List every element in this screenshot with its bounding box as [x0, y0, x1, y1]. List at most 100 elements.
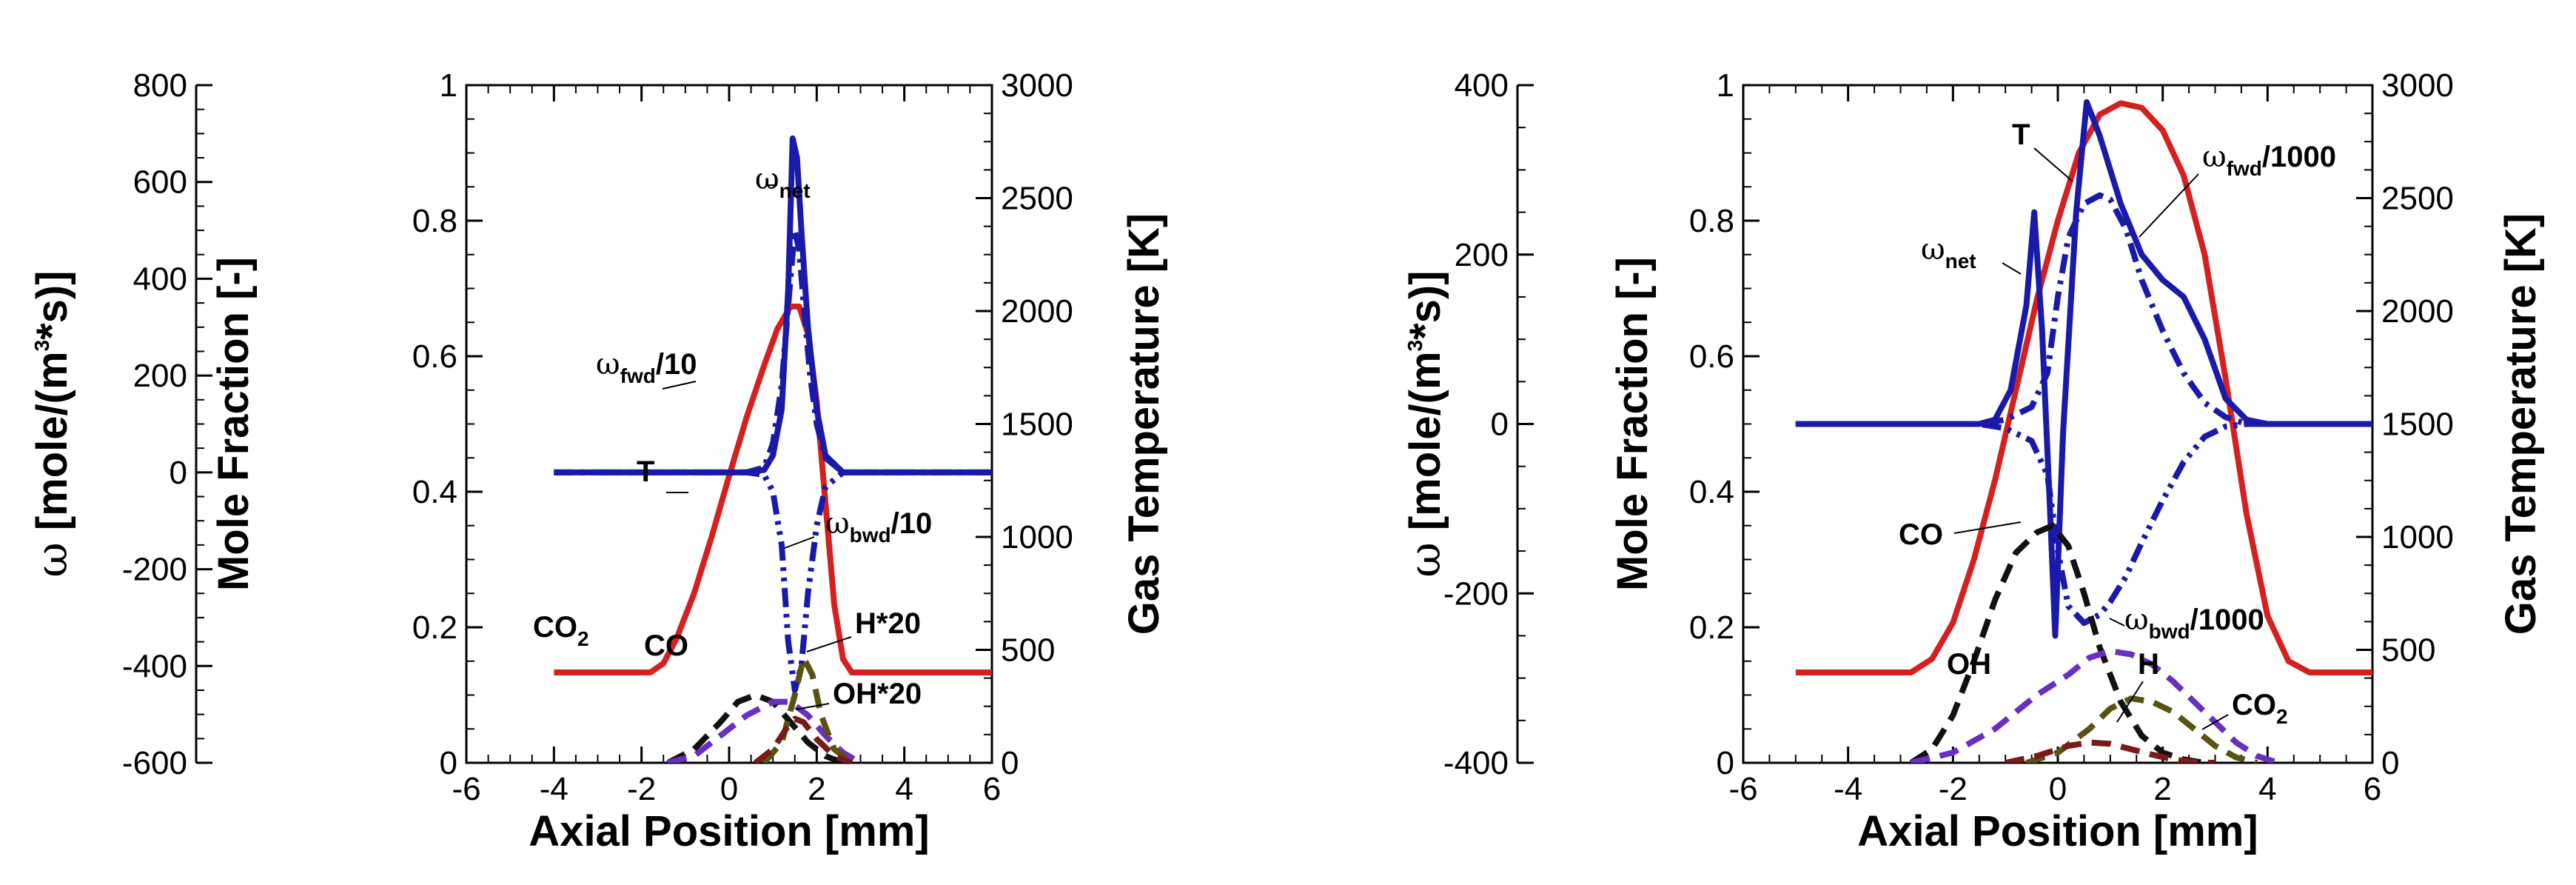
- omega-axis-tick-label: 0: [170, 455, 187, 491]
- temperature-axis-tick-label: 0: [1001, 745, 1019, 781]
- omega-axis-label: ω [mole/(m3*s)]: [27, 270, 77, 577]
- mole-fraction-axis-tick-label: 0: [1717, 745, 1734, 781]
- temperature-axis-tick-label: 500: [2381, 632, 2435, 669]
- series-CO: [667, 698, 862, 763]
- annotation-omega-net: ωnet: [755, 162, 811, 202]
- series-H: [762, 655, 854, 763]
- omega-axis-tick-label: 0: [1491, 407, 1509, 443]
- annotation-leader: [2033, 147, 2073, 182]
- series-T: [1795, 100, 2372, 675]
- annotation-H: H: [2138, 648, 2159, 681]
- annotation-leader: [2002, 262, 2022, 275]
- x-axis-label: Axial Position [mm]: [1857, 807, 2258, 855]
- mole-fraction-axis-tick-label: 0.6: [412, 338, 457, 375]
- annotation-CO2: CO2: [2232, 689, 2288, 728]
- series-H: [2025, 695, 2258, 763]
- x-tick-label: -6: [1728, 771, 1757, 807]
- mole-fraction-axis-tick-label: 1: [1717, 67, 1734, 104]
- x-tick-label: 2: [2153, 771, 2171, 807]
- temperature-axis-tick-label: 3000: [1001, 67, 1073, 104]
- annotation-leader: [795, 703, 830, 710]
- omega-axis-tick-label: -200: [1443, 575, 1509, 612]
- chart-panel-1: -6 -4 -2 0 2 4 6 Axial Position [mm] -600 -400 -20…: [27, 67, 1168, 855]
- series-omega-bwd: [1795, 421, 2372, 627]
- annotation-leader: [1953, 521, 2022, 534]
- mole-fraction-axis-tick-label: 0: [440, 745, 457, 781]
- annotation-leader: [784, 536, 815, 549]
- temperature-axis-tick-label: 1000: [2381, 519, 2454, 555]
- temperature-axis-tick-label: 2500: [1001, 181, 1073, 217]
- mole-fraction-axis-tick-label: 0.6: [1689, 338, 1734, 375]
- omega-axis-tick-label: 200: [133, 358, 187, 394]
- annotation-leader: [806, 636, 852, 652]
- annotation-omega-bwd: ωbwd/10: [825, 507, 932, 547]
- mole-fraction-axis-tick-label: 0.8: [1689, 203, 1734, 239]
- series-omega-bwd: [554, 469, 992, 693]
- annotation-leader: [2109, 618, 2125, 627]
- mole-fraction-axis-tick-label: 0.4: [412, 474, 457, 510]
- annotation-leader: [2201, 714, 2229, 730]
- series-T: [554, 303, 992, 675]
- series-group: [554, 135, 992, 763]
- chart-panel-2: -6 -4 -2 0 2 4 6 Axial Position [mm] -400 -200 0 20…: [1400, 67, 2545, 855]
- annotation-omega-fwd: ωfwd/10: [596, 347, 697, 387]
- omega-axis-tick-label: -400: [1443, 745, 1509, 781]
- omega-axis-tick-label: -600: [122, 745, 187, 781]
- mole-fraction-axis-label: Mole Fraction [-]: [1609, 257, 1657, 591]
- x-tick-label: 0: [720, 771, 738, 807]
- x-tick-label: 6: [2364, 771, 2381, 807]
- annotation-omega-bwd: ωbwd/1000: [2124, 603, 2264, 643]
- series-omega-net: [1795, 98, 2372, 639]
- temperature-axis-tick-label: 1000: [1001, 519, 1073, 555]
- annotation-leader: [2139, 173, 2199, 238]
- mole-fraction-axis-tick-label: 0.2: [412, 610, 457, 646]
- x-tick-label: 4: [2258, 771, 2276, 807]
- temperature-axis-tick-label: 2000: [2381, 293, 2454, 330]
- omega-axis-tick-label: -400: [122, 648, 187, 684]
- temperature-axis-label: Gas Temperature [K]: [1120, 213, 1168, 635]
- x-tick-label: -2: [1939, 771, 1968, 807]
- annotation-leader: [662, 381, 697, 390]
- series-omega-fwd: [554, 227, 992, 475]
- temperature-axis-tick-label: 1500: [1001, 407, 1073, 443]
- mole-fraction-axis-tick-label: 0.8: [412, 203, 457, 239]
- mole-fraction-axis-tick-label: 0.4: [1689, 474, 1734, 510]
- series-group: [1795, 98, 2372, 763]
- series-CO2: [1910, 648, 2279, 763]
- x-tick-label: -4: [540, 771, 568, 807]
- mole-fraction-axis-tick-label: 1: [440, 67, 457, 104]
- omega-axis-tick-label: 800: [133, 67, 187, 104]
- x-tick-label: 2: [808, 771, 825, 807]
- x-axis-label: Axial Position [mm]: [529, 807, 929, 855]
- omega-axis-tick-label: 400: [133, 261, 187, 297]
- annotation-omega-net: ωnet: [1921, 233, 1976, 273]
- annotation-T: T: [2012, 118, 2030, 151]
- temperature-axis-tick-label: 1500: [2381, 407, 2454, 443]
- omega-axis-tick-label: 200: [1455, 237, 1509, 273]
- annotation-OH: OH: [1947, 648, 1991, 681]
- x-tick-label: 0: [2049, 771, 2067, 807]
- series-OH: [754, 715, 853, 763]
- series-CO2: [666, 692, 845, 763]
- x-tick-label: -6: [452, 771, 480, 807]
- x-tick-label: 6: [983, 771, 1001, 807]
- annotation-CO: CO: [644, 629, 688, 662]
- annotation-leader: [2116, 681, 2144, 723]
- plot-frame: [465, 84, 993, 764]
- omega-axis-tick-label: 600: [133, 164, 187, 201]
- series-CO: [1909, 522, 2205, 763]
- temperature-axis-tick-label: 3000: [2381, 67, 2454, 104]
- x-tick-label: 4: [895, 771, 913, 807]
- annotation-T: T: [637, 455, 654, 488]
- annotation-omega-fwd: ωfwd/1000: [2202, 140, 2336, 180]
- annotation-CO2: CO2: [533, 611, 589, 650]
- series-OH: [2005, 739, 2216, 763]
- annotation-CO: CO: [1899, 518, 1943, 551]
- omega-axis-label: ω [mole/(m3*s)]: [1400, 270, 1450, 577]
- temperature-axis-tick-label: 500: [1001, 632, 1055, 669]
- x-tick-label: -2: [627, 771, 656, 807]
- omega-axis-tick-label: -200: [122, 552, 187, 588]
- annotation-OH: OH*20: [833, 678, 922, 710]
- temperature-axis-tick-label: 2500: [2381, 181, 2454, 217]
